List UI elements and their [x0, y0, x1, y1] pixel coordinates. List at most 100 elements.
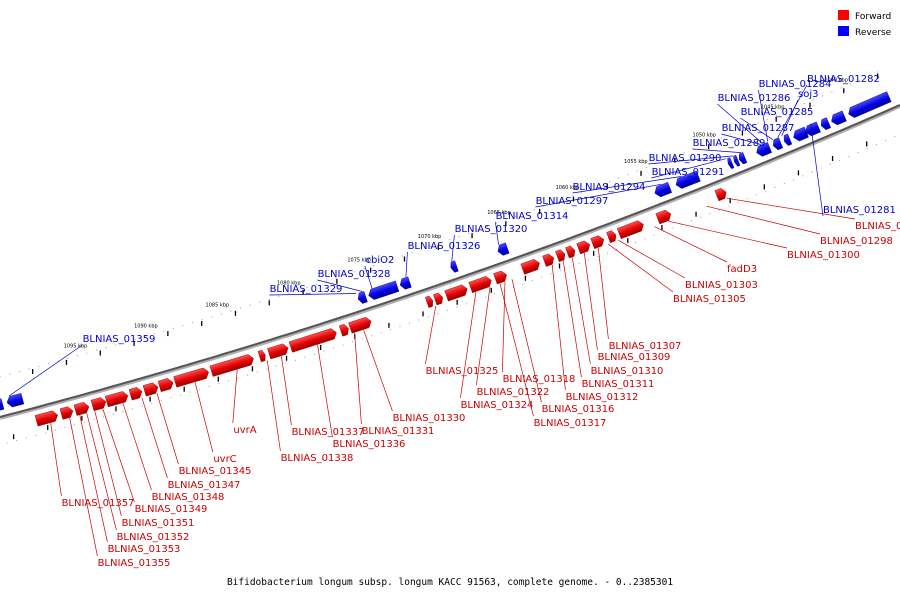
reverse-gene-label[interactable]: BLNIAS_01290 — [649, 153, 722, 164]
leader-line — [79, 415, 108, 543]
forward-gene-label[interactable]: BLNIAS_01325 — [426, 366, 499, 377]
leader-line — [511, 279, 542, 403]
reverse-gene — [773, 137, 784, 151]
leader-line — [583, 253, 598, 351]
reverse-gene-label[interactable]: cbiO2 — [366, 255, 395, 266]
reverse-gene-label[interactable]: soj3 — [798, 89, 818, 100]
forward-gene — [425, 295, 433, 308]
forward-gene-label[interactable]: BLNIAS_01348 — [152, 492, 225, 503]
forward-gene-label[interactable]: BLNIAS_01322 — [477, 387, 550, 398]
reverse-gene-label[interactable]: BLNIAS_01285 — [741, 107, 814, 118]
forward-gene-label[interactable]: BLNIAS_01300 — [787, 250, 860, 261]
reverse-gene-label[interactable]: BLNIAS_01328 — [318, 269, 391, 280]
forward-gene — [73, 402, 90, 416]
forward-gene-label[interactable]: BLNIAS_01338 — [281, 453, 354, 464]
forward-gene-label[interactable]: BLNIAS_01352 — [117, 532, 190, 543]
leader-line — [551, 264, 566, 391]
reverse-gene-label[interactable]: BLNIAS_01282 — [807, 74, 880, 85]
tick-label: 1095 kbp — [64, 343, 88, 349]
forward-gene-label[interactable]: BLNIAS_01355 — [98, 558, 171, 569]
reverse-gene-label[interactable]: BLNIAS_01284 — [759, 79, 832, 90]
kbp-ticks: 1040 kbp 1045 kbp 1050 kbp 1055 kbp 1060 kbp… — [64, 78, 848, 350]
forward-gene-label[interactable]: BLNIAS_01307 — [609, 341, 682, 352]
leader-line — [86, 413, 117, 531]
forward-gene-label[interactable]: BLNIAS_01305 — [673, 294, 746, 305]
forward-gene — [128, 387, 143, 401]
forward-gene-label[interactable]: BLNIAS_01309 — [598, 352, 671, 363]
forward-gene-label[interactable]: uvrC — [213, 454, 236, 465]
leader-line — [572, 176, 682, 194]
leader-line — [317, 344, 333, 438]
reverse-gene-label[interactable]: BLNIAS_01287 — [722, 123, 795, 134]
reverse-gene — [399, 276, 412, 290]
leader-line — [405, 251, 408, 277]
forward-gene-label[interactable]: uvrA — [233, 425, 256, 436]
reverse-gene-label[interactable]: BLNIAS_01329 — [270, 284, 343, 295]
reverse-gene — [733, 154, 741, 167]
leader-line — [758, 89, 769, 142]
forward-gene-label[interactable]: BLNIAS_01293 — [855, 221, 900, 232]
forward-gene-label[interactable]: BLNIAS_01312 — [566, 392, 639, 403]
forward-gene-label[interactable]: BLNIAS_01316 — [542, 404, 615, 415]
forward-gene — [104, 391, 129, 408]
forward-gene-label[interactable]: fadD3 — [727, 264, 757, 275]
reverse-gene — [727, 157, 735, 169]
reverse-gene-label[interactable]: BLNIAS_01294 — [573, 182, 646, 193]
leader-line — [651, 158, 726, 179]
reverse-gene-label[interactable]: BLNIAS_01326 — [408, 241, 481, 252]
reverse-gene-label[interactable]: BLNIAS_01281 — [823, 205, 896, 216]
forward-gene-label[interactable]: BLNIAS_01353 — [108, 544, 181, 555]
forward-gene — [348, 316, 372, 334]
forward-gene — [542, 253, 555, 267]
legend-reverse-label: Reverse — [855, 28, 892, 38]
reverse-gene — [793, 126, 809, 142]
reverse-gene-label[interactable]: BLNIAS_01314 — [496, 211, 569, 222]
forward-gene-label[interactable]: BLNIAS_01349 — [135, 504, 208, 515]
reverse-gene — [357, 291, 368, 304]
forward-gene-label[interactable]: BLNIAS_01303 — [685, 280, 758, 291]
forward-gene-label[interactable]: BLNIAS_01324 — [461, 400, 534, 411]
forward-gene-label[interactable]: BLNIAS_01310 — [591, 366, 664, 377]
forward-gene-label[interactable]: BLNIAS_01345 — [179, 466, 252, 477]
forward-gene-label[interactable]: BLNIAS_01311 — [582, 379, 655, 390]
forward-gene — [444, 284, 468, 302]
leader-line — [726, 197, 856, 220]
leader-line — [499, 283, 534, 417]
lower-dotted-line — [6, 133, 900, 444]
leader-line — [668, 220, 788, 249]
forward-gene-label[interactable]: BLNIAS_01337 — [292, 427, 365, 438]
reverse-gene — [497, 242, 510, 256]
forward-gene-label[interactable]: BLNIAS_01318 — [503, 374, 576, 385]
forward-gene-label[interactable]: BLNIAS_01331 — [362, 426, 435, 437]
forward-gene — [616, 220, 644, 240]
leader-line — [194, 382, 214, 453]
gene-features — [0, 91, 892, 427]
forward-gene-label[interactable]: BLNIAS_01298 — [820, 236, 893, 247]
forward-gene-label[interactable]: BLNIAS_01347 — [168, 480, 241, 491]
forward-gene — [565, 245, 576, 259]
reverse-gene-label[interactable]: BLNIAS_01286 — [718, 93, 791, 104]
forward-gene — [590, 235, 605, 250]
forward-gene-label[interactable]: BLNIAS_01351 — [122, 518, 195, 529]
forward-gene-label[interactable]: BLNIAS_01330 — [393, 413, 466, 424]
reverse-gene-label[interactable]: BLNIAS_01297 — [536, 196, 609, 207]
reverse-gene-label[interactable]: BLNIAS_01291 — [652, 167, 725, 178]
reverse-gene-label[interactable]: BLNIAS_01289 — [693, 138, 766, 149]
forward-gene-label[interactable]: BLNIAS_01336 — [333, 439, 406, 450]
leader-line — [721, 133, 761, 145]
reverse-gene — [368, 280, 400, 300]
forward-gene-label[interactable]: BLNIAS_01317 — [534, 418, 607, 429]
leader-line — [122, 403, 152, 491]
tick-label: 1070 kbp — [418, 234, 442, 240]
reverse-gene-label[interactable]: BLNIAS_01359 — [83, 334, 156, 345]
reverse-gene — [675, 170, 701, 189]
reverse-gene — [848, 91, 892, 118]
reverse-gene-label[interactable]: BLNIAS_01320 — [455, 224, 528, 235]
forward-gene — [468, 276, 492, 293]
leader-line — [571, 257, 591, 365]
forward-gene-label[interactable]: BLNIAS_01357 — [62, 498, 135, 509]
legend-forward-label: Forward — [855, 12, 891, 22]
tick-label: 1055 kbp — [624, 159, 648, 165]
tick-label: 1045 kbp — [761, 104, 785, 110]
